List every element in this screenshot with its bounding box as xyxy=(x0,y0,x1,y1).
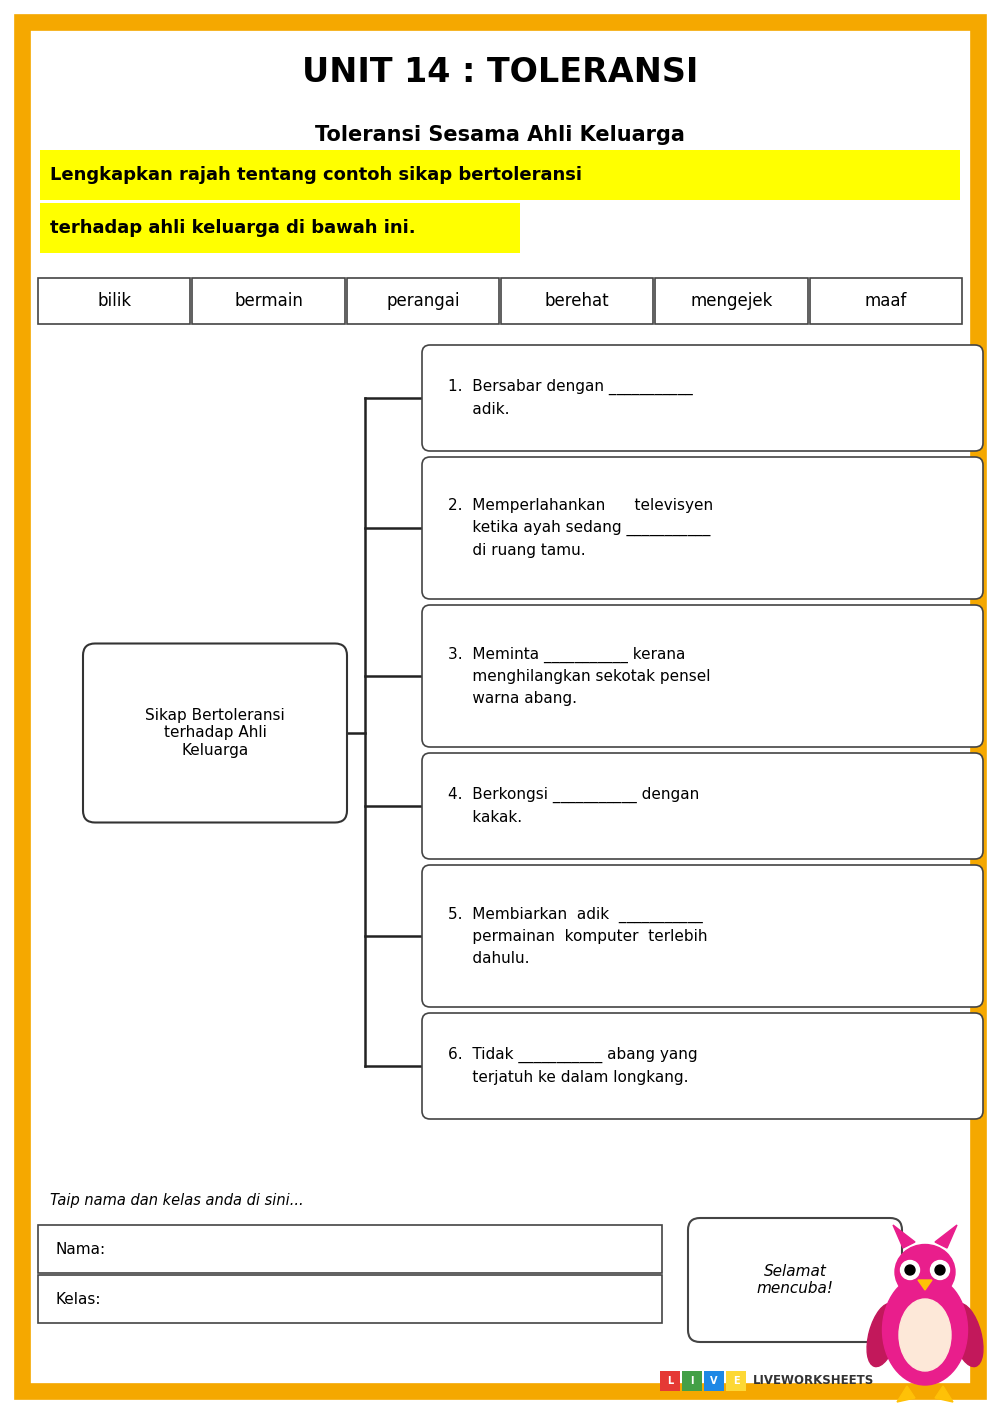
FancyBboxPatch shape xyxy=(22,23,978,1390)
Text: bermain: bermain xyxy=(234,292,303,309)
Text: LIVEWORKSHEETS: LIVEWORKSHEETS xyxy=(753,1375,874,1388)
Ellipse shape xyxy=(895,1245,955,1300)
Text: UNIT 14 : TOLERANSI: UNIT 14 : TOLERANSI xyxy=(302,57,698,89)
Text: E: E xyxy=(733,1376,739,1386)
FancyBboxPatch shape xyxy=(38,1275,662,1323)
Ellipse shape xyxy=(900,1260,920,1280)
Text: terhadap ahli keluarga di bawah ini.: terhadap ahli keluarga di bawah ini. xyxy=(50,219,416,237)
Polygon shape xyxy=(893,1225,915,1248)
Polygon shape xyxy=(897,1386,915,1402)
FancyBboxPatch shape xyxy=(688,1218,902,1342)
FancyBboxPatch shape xyxy=(83,643,347,822)
FancyBboxPatch shape xyxy=(682,1371,702,1390)
Text: L: L xyxy=(667,1376,673,1386)
Text: 2.  Memperlahankan      televisyen
     ketika ayah sedang ___________
     di r: 2. Memperlahankan televisyen ketika ayah… xyxy=(448,499,713,558)
Ellipse shape xyxy=(930,1260,950,1280)
Text: bilik: bilik xyxy=(97,292,131,309)
Text: 1.  Bersabar dengan ___________
     adik.: 1. Bersabar dengan ___________ adik. xyxy=(448,379,693,417)
Polygon shape xyxy=(935,1386,953,1402)
Text: Selamat
mencuba!: Selamat mencuba! xyxy=(757,1263,834,1296)
FancyBboxPatch shape xyxy=(655,278,808,324)
Text: Lengkapkan rajah tentang contoh sikap bertoleransi: Lengkapkan rajah tentang contoh sikap be… xyxy=(50,165,582,184)
FancyBboxPatch shape xyxy=(38,278,190,324)
FancyBboxPatch shape xyxy=(422,1013,983,1119)
FancyBboxPatch shape xyxy=(422,345,983,451)
Ellipse shape xyxy=(867,1303,899,1366)
Ellipse shape xyxy=(935,1265,945,1275)
Text: 4.  Berkongsi ___________ dengan
     kakak.: 4. Berkongsi ___________ dengan kakak. xyxy=(448,787,699,825)
FancyBboxPatch shape xyxy=(501,278,653,324)
Text: perangai: perangai xyxy=(386,292,460,309)
Text: 3.  Meminta ___________ kerana
     menghilangkan sekotak pensel
     warna aban: 3. Meminta ___________ kerana menghilang… xyxy=(448,646,710,705)
Text: 6.  Tidak ___________ abang yang
     terjatuh ke dalam longkang.: 6. Tidak ___________ abang yang terjatuh… xyxy=(448,1047,698,1085)
Text: mengejek: mengejek xyxy=(690,292,773,309)
FancyBboxPatch shape xyxy=(38,1225,662,1273)
Text: I: I xyxy=(690,1376,694,1386)
Text: Nama:: Nama: xyxy=(55,1242,105,1256)
FancyBboxPatch shape xyxy=(192,278,345,324)
Text: Sikap Bertoleransi
terhadap Ahli
Keluarga: Sikap Bertoleransi terhadap Ahli Keluarg… xyxy=(145,708,285,757)
FancyBboxPatch shape xyxy=(347,278,499,324)
FancyBboxPatch shape xyxy=(422,456,983,599)
FancyBboxPatch shape xyxy=(422,865,983,1007)
Ellipse shape xyxy=(905,1265,915,1275)
Polygon shape xyxy=(918,1280,932,1290)
FancyBboxPatch shape xyxy=(422,605,983,747)
FancyBboxPatch shape xyxy=(422,753,983,859)
Text: Taip nama dan kelas anda di sini...: Taip nama dan kelas anda di sini... xyxy=(50,1193,304,1208)
FancyBboxPatch shape xyxy=(810,278,962,324)
Text: berehat: berehat xyxy=(545,292,609,309)
FancyBboxPatch shape xyxy=(726,1371,746,1390)
Polygon shape xyxy=(935,1225,957,1248)
Ellipse shape xyxy=(951,1303,983,1366)
Ellipse shape xyxy=(899,1299,951,1371)
Text: 5.  Membiarkan  adik  ___________
     permainan  komputer  terlebih
     dahulu: 5. Membiarkan adik ___________ permainan… xyxy=(448,906,708,965)
Text: Toleransi Sesama Ahli Keluarga: Toleransi Sesama Ahli Keluarga xyxy=(315,124,685,146)
FancyBboxPatch shape xyxy=(660,1371,680,1390)
Text: Kelas:: Kelas: xyxy=(55,1291,100,1307)
FancyBboxPatch shape xyxy=(40,150,960,201)
FancyBboxPatch shape xyxy=(704,1371,724,1390)
Text: V: V xyxy=(710,1376,718,1386)
FancyBboxPatch shape xyxy=(40,203,520,253)
Ellipse shape xyxy=(883,1275,968,1385)
Text: maaf: maaf xyxy=(865,292,907,309)
